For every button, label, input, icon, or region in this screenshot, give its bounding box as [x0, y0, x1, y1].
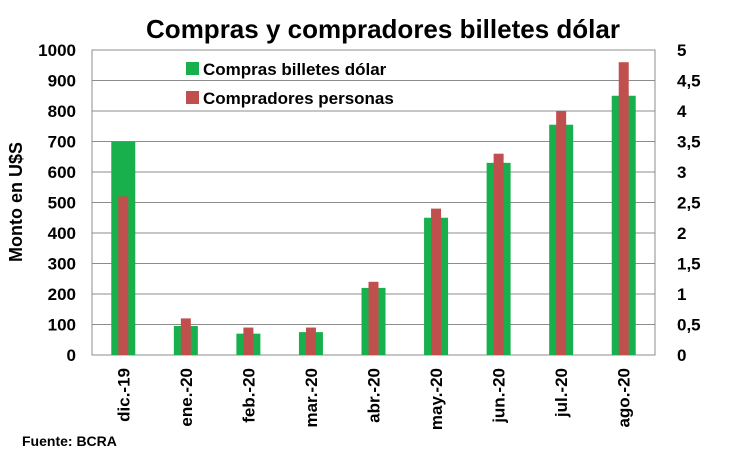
y-tick-label: 700 [48, 133, 76, 152]
y-tick-label: 600 [48, 163, 76, 182]
bars [111, 62, 636, 355]
y-tick-label: 500 [48, 194, 76, 213]
y-tick-label: 400 [48, 224, 76, 243]
x-tick-label: jun.-20 [490, 368, 509, 424]
y2-tick-label: 4,5 [677, 72, 701, 91]
x-tick-label: abr.-20 [365, 368, 384, 423]
source-note: Fuente: BCRA [22, 433, 117, 449]
y-tick-label: 900 [48, 72, 76, 91]
x-tick-label: ene.-20 [177, 368, 196, 427]
y2-tick-label: 4 [677, 102, 687, 121]
x-tick-label: jul.-20 [552, 368, 571, 418]
legend-swatch-compradores [186, 91, 199, 104]
y-axis-label: Monto en U$S [6, 142, 26, 262]
left-axis: 0 100 200 300 400 500 600 700 800 900 1000 [38, 41, 76, 365]
x-tick-label: may.-20 [427, 368, 446, 430]
y-tick-label: 100 [48, 316, 76, 335]
bar-compradores [305, 327, 316, 355]
y2-tick-label: 0 [677, 346, 686, 365]
chart-title: Compras y compradores billetes dólar [146, 14, 620, 44]
y2-tick-label: 3 [677, 163, 686, 182]
y2-tick-label: 1 [677, 285, 686, 304]
legend-label-compras: Compras billetes dólar [203, 60, 387, 79]
bar-compradores [556, 111, 567, 355]
bar-compradores [243, 327, 254, 355]
y2-tick-label: 0,5 [677, 316, 701, 335]
bar-compradores [493, 153, 504, 355]
x-tick-label: ago.-20 [615, 368, 634, 428]
legend-swatch-compras [186, 62, 199, 75]
x-tick-label: feb.-20 [239, 368, 258, 423]
x-tick-label: dic.-19 [114, 368, 133, 422]
y2-tick-label: 1,5 [677, 255, 701, 274]
x-axis: dic.-19 ene.-20 feb.-20 mar.-20 abr.-20 may.-… [114, 368, 633, 430]
y-tick-label: 300 [48, 255, 76, 274]
right-axis: 0 0,5 1 1,5 2 2,5 3 3,5 4 4,5 5 [677, 41, 701, 365]
legend: Compras billetes dólar Compradores perso… [186, 60, 394, 108]
bar-compradores [118, 196, 129, 355]
y-tick-label: 200 [48, 285, 76, 304]
bar-compradores [431, 208, 442, 355]
y2-tick-label: 2,5 [677, 194, 701, 213]
y-tick-label: 0 [67, 346, 76, 365]
bar-compradores [368, 281, 379, 355]
x-tick-label: mar.-20 [302, 368, 321, 428]
legend-label-compradores: Compradores personas [203, 89, 394, 108]
y2-tick-label: 2 [677, 224, 686, 243]
y-tick-label: 800 [48, 102, 76, 121]
bar-compradores [618, 62, 629, 355]
y2-tick-label: 5 [677, 41, 686, 60]
bar-compradores [180, 318, 191, 355]
y2-tick-label: 3,5 [677, 133, 701, 152]
y-tick-label: 1000 [38, 41, 76, 60]
